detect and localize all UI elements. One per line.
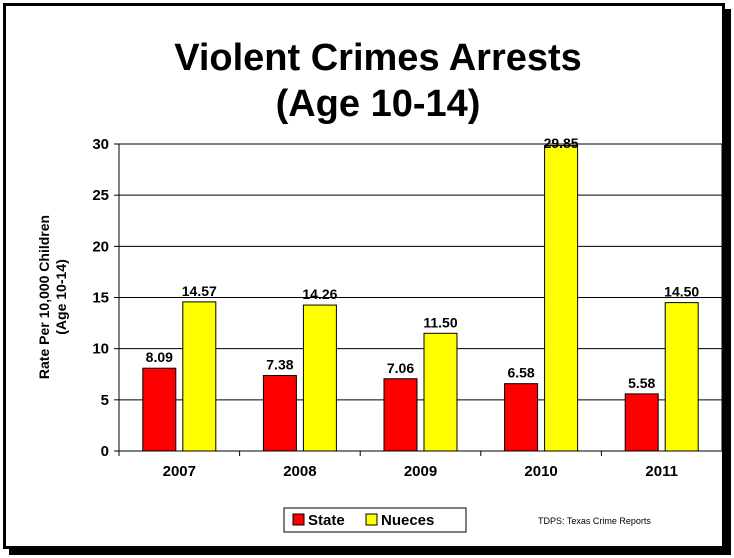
- data-label: 14.57: [182, 283, 217, 299]
- y-axis-label-line1: Rate Per 10,000 Children: [36, 215, 52, 379]
- legend-label-state: State: [308, 512, 345, 529]
- bar-nueces: [302, 304, 337, 452]
- source-note: TDPS: Texas Crime Reports: [538, 516, 651, 526]
- bar-nueces: [423, 332, 458, 452]
- data-label: 5.58: [628, 375, 655, 391]
- y-tick-label: 15: [92, 290, 109, 307]
- bar-state: [142, 367, 177, 452]
- data-label: 14.50: [664, 284, 699, 300]
- x-tick-label: 2010: [524, 463, 557, 480]
- gridlines: [119, 194, 722, 401]
- y-tick-label: 30: [92, 136, 109, 153]
- y-axis-ticks: 0 5 10 15 20 25 30: [92, 136, 119, 460]
- data-label: 8.09: [146, 349, 173, 365]
- data-label: 7.38: [266, 356, 293, 372]
- legend-swatch-state: [292, 513, 305, 526]
- legend-label-nueces: Nueces: [381, 512, 434, 529]
- bar-nueces: [182, 301, 217, 452]
- y-tick-label: 0: [101, 443, 109, 460]
- y-tick-label: 20: [92, 238, 109, 255]
- y-tick-label: 5: [101, 392, 109, 409]
- data-label: 29.85: [544, 135, 579, 151]
- y-tick-label: 25: [92, 187, 109, 204]
- y-axis-label-line2: (Age 10-14): [53, 259, 69, 334]
- y-tick-label: 10: [92, 341, 109, 358]
- bar-nueces: [664, 302, 699, 452]
- chart-title-line1: Violent Crimes Arrests: [174, 37, 582, 79]
- x-tick-label: 2007: [163, 463, 196, 480]
- bars: 8.09 14.57 7.38 14.26 7.06 11.50 6.58 29.85 5.58…: [142, 135, 699, 452]
- data-label: 7.06: [387, 360, 414, 376]
- bar-state: [624, 393, 659, 452]
- x-axis-ticks: 2007 2008 2009 2010 2011: [118, 451, 678, 480]
- chart-title-line2: (Age 10-14): [276, 83, 481, 125]
- bar-state: [262, 374, 297, 452]
- x-tick-label: 2009: [404, 463, 437, 480]
- bar-nueces: [544, 145, 579, 452]
- bar-state: [504, 383, 539, 452]
- bar-state: [383, 378, 418, 452]
- data-label: 14.26: [302, 286, 337, 302]
- data-label: 11.50: [423, 314, 457, 330]
- x-tick-label: 2008: [283, 463, 316, 480]
- x-tick-label: 2011: [645, 463, 678, 480]
- legend-swatch-nueces: [365, 513, 378, 526]
- data-label: 6.58: [507, 365, 534, 381]
